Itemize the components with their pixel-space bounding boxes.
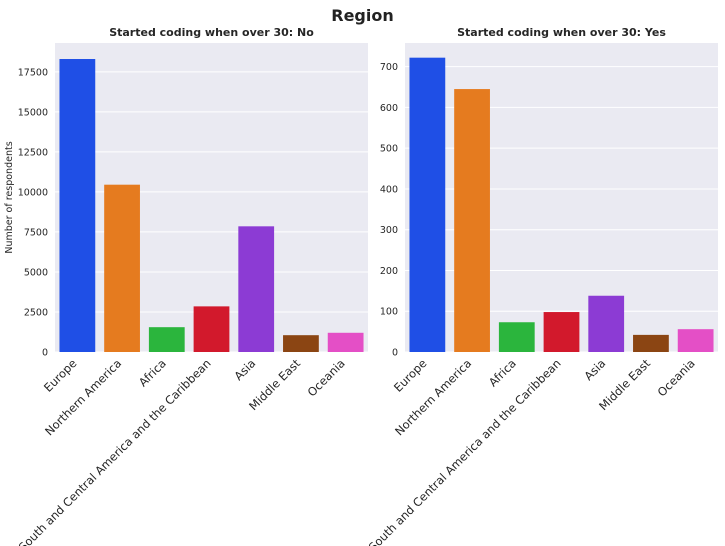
x-tick-label: Europe: [41, 356, 80, 395]
bar-4: [543, 312, 580, 352]
bar-7: [677, 329, 714, 352]
y-tick-label: 5000: [24, 267, 48, 278]
y-axis-label: Number of respondents: [4, 141, 15, 253]
bar-1: [409, 57, 446, 352]
plot-area: [55, 43, 368, 352]
y-tick-label: 600: [380, 103, 398, 114]
y-tick-label: 100: [380, 307, 398, 318]
y-tick-label: 15000: [18, 107, 48, 118]
panel-title: Started coding when over 30: Yes: [457, 26, 666, 39]
figure-title: Region: [331, 6, 394, 25]
bar-2: [454, 89, 490, 353]
y-tick-label: 400: [380, 184, 398, 195]
panel-title: Started coding when over 30: No: [109, 26, 314, 39]
x-tick-label: Oceania: [655, 356, 698, 399]
y-tick-label: 17500: [18, 67, 48, 78]
plot-area: [405, 43, 718, 352]
bar-3: [148, 327, 185, 352]
y-tick-label: 200: [380, 266, 398, 277]
x-tick-label: Northern America: [392, 356, 474, 438]
x-tick-label: Europe: [391, 356, 430, 395]
x-tick-label: Asia: [581, 356, 608, 383]
bar-6: [633, 334, 669, 352]
y-tick-label: 0: [42, 348, 48, 359]
x-tick-label: Asia: [231, 356, 258, 383]
x-tick-label: Oceania: [305, 356, 348, 399]
y-tick-label: 500: [380, 144, 398, 155]
x-tick-label: Northern America: [42, 356, 124, 438]
y-tick-label: 10000: [18, 187, 48, 198]
y-tick-label: 300: [380, 225, 398, 236]
y-tick-label: 0: [392, 348, 398, 359]
bar-7: [327, 332, 364, 352]
bar-4: [193, 306, 230, 352]
bar-5: [238, 226, 275, 352]
y-tick-label: 2500: [24, 307, 48, 318]
x-tick-label: Africa: [486, 356, 519, 389]
bar-3: [498, 322, 535, 352]
bar-6: [283, 335, 319, 352]
bar-1: [59, 59, 96, 352]
chart-panel-1: 025005000750010000125001500017500EuropeN…: [4, 26, 368, 546]
y-tick-label: 7500: [24, 227, 48, 238]
y-tick-label: 12500: [18, 147, 48, 158]
bar-5: [588, 295, 625, 352]
y-tick-label: 700: [380, 62, 398, 73]
bar-2: [104, 184, 140, 352]
x-tick-label: Africa: [136, 356, 169, 389]
